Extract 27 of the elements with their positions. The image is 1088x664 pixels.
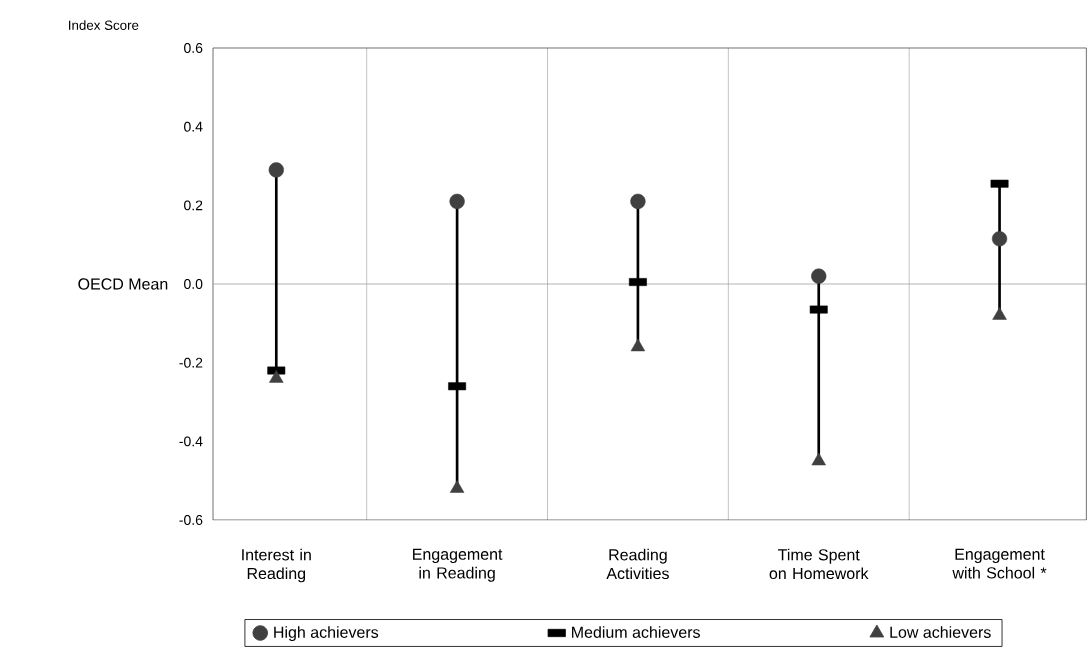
ref-line-label: OECD Mean <box>78 278 168 290</box>
x-tick-label: Time Spent on Homework <box>769 548 869 580</box>
point <box>268 162 284 178</box>
point <box>630 193 646 209</box>
x-tick-label: Interest in Reading <box>242 548 311 583</box>
y-tick-label: 0.2 <box>184 200 203 211</box>
y-tick-label: 0.0 <box>184 279 203 289</box>
y-tick-label: -0.6 <box>179 515 203 525</box>
point <box>811 268 827 284</box>
point <box>449 480 465 493</box>
y-tick-label: -0.2 <box>179 357 203 368</box>
x-tick-label: Reading Activities <box>606 548 669 580</box>
y-tick-label: 0.4 <box>184 121 203 132</box>
point <box>992 307 1007 320</box>
y-tick-label: 0.6 <box>184 43 203 53</box>
point <box>269 370 284 383</box>
y-axis-title: Index Score <box>69 20 139 30</box>
y-tick-label: -0.4 <box>179 436 203 447</box>
legend-label: Low achievers <box>890 626 991 638</box>
point <box>630 338 646 352</box>
point <box>811 452 826 466</box>
legend-label: High achievers <box>274 626 379 642</box>
x-tick-label: Engagement with School * <box>952 548 1047 579</box>
point <box>991 231 1008 247</box>
legend-label: Medium achievers <box>572 626 700 638</box>
point <box>449 193 465 209</box>
x-tick-label: Engagement in Reading <box>413 548 503 582</box>
